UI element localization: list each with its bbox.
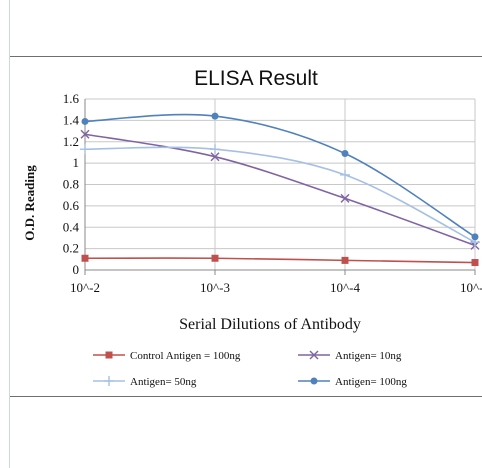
legend-label-2: Antigen= 50ng — [130, 376, 197, 388]
series-0-point-0 — [81, 254, 89, 262]
series-0-point-2 — [341, 256, 349, 264]
legend-label-3: Antigen= 100ng — [335, 376, 407, 388]
x-tick-label-0: 10^-2 — [70, 280, 100, 295]
series-0-point-1 — [211, 254, 219, 262]
y-tick-label-7: 1.4 — [63, 112, 80, 127]
y-tick-label-5: 1 — [73, 155, 80, 170]
series-line-0 — [84, 257, 476, 264]
series-2-point-1 — [210, 144, 220, 155]
series-0-point-3 — [471, 259, 479, 267]
chart-title: ELISA Result — [194, 67, 318, 90]
chart-frame: ELISA Result 0 0.2 0.4 0.6 0.8 1 1.2 1.4 1.6 10^… — [10, 56, 482, 397]
x-tick-labels: 10^-2 10^-3 10^-4 10^-5 — [70, 280, 482, 295]
y-tick-label-0: 0 — [73, 262, 80, 277]
page-left-rule — [9, 0, 10, 468]
legend-marker-1 — [309, 350, 319, 360]
series-1-point-1 — [210, 152, 220, 162]
series-layer — [84, 113, 476, 264]
legend-label-0: Control Antigen = 100ng — [130, 350, 241, 362]
legend: Control Antigen = 100ng Antigen= 10ng Anti… — [93, 350, 407, 388]
y-tick-label-2: 0.4 — [63, 219, 80, 234]
y-tick-label-4: 0.8 — [63, 177, 79, 192]
y-tick-label-3: 0.6 — [63, 198, 80, 213]
series-1-point-2 — [340, 193, 350, 203]
series-3-point-0 — [81, 117, 89, 125]
series-line-1 — [84, 133, 476, 247]
y-tick-label-8: 1.6 — [63, 91, 80, 106]
y-tick-label-1: 0.2 — [63, 241, 79, 256]
x-tick-label-1: 10^-3 — [200, 280, 230, 295]
y-axis-label: O.D. Reading — [22, 165, 37, 241]
legend-marker-3 — [310, 377, 318, 385]
marker-layer — [80, 112, 480, 267]
y-tick-labels: 0 0.2 0.4 0.6 0.8 1 1.2 1.4 1.6 — [63, 91, 80, 277]
elisa-line-chart: ELISA Result 0 0.2 0.4 0.6 0.8 1 1.2 1.4 1.6 10^… — [22, 67, 482, 388]
grid-layer — [84, 98, 476, 275]
series-3-point-1 — [211, 112, 219, 120]
x-tick-label-2: 10^-4 — [330, 280, 360, 295]
series-1-point-0 — [80, 129, 90, 139]
series-2-point-0 — [80, 144, 90, 155]
series-3-point-3 — [471, 233, 479, 241]
x-tick-label-3: 10^-5 — [460, 280, 482, 295]
legend-label-1: Antigen= 10ng — [335, 350, 402, 362]
series-2-point-2 — [340, 169, 350, 180]
y-tick-label-6: 1.2 — [63, 134, 79, 149]
series-line-3 — [84, 113, 476, 238]
legend-marker-2 — [104, 376, 114, 386]
x-axis-label: Serial Dilutions of Antibody — [179, 316, 361, 333]
series-3-point-2 — [341, 150, 349, 158]
legend-marker-0 — [105, 351, 113, 359]
series-line-2 — [84, 146, 476, 243]
